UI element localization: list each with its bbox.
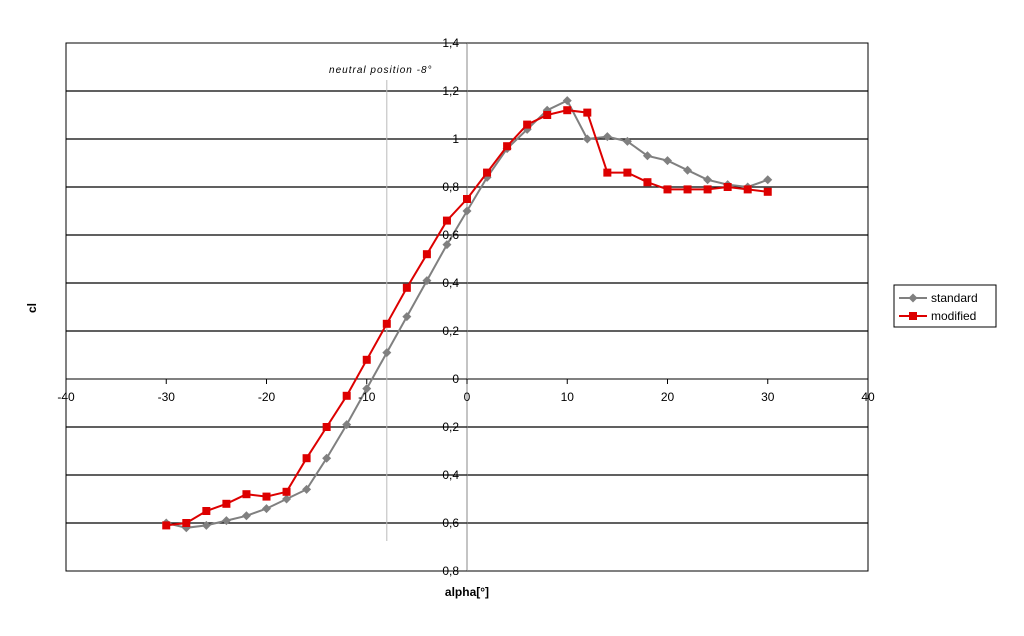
y-tick-label-10: 0,6 bbox=[442, 516, 459, 530]
tick-labels: -40 -30 -20 -10 0 10 20 30 40 1,4 1,2 1 0,8 0,6 0,4 0,2… bbox=[57, 36, 875, 578]
y-tick-label-0: 1,4 bbox=[442, 36, 459, 50]
point-standard-26 bbox=[683, 165, 693, 175]
point-modified-19 bbox=[543, 111, 552, 119]
point-standard-15 bbox=[462, 206, 472, 216]
point-modified-13 bbox=[422, 250, 431, 259]
point-modified-17 bbox=[503, 142, 512, 151]
legend-marker-standard bbox=[908, 293, 918, 303]
point-modified-24 bbox=[643, 178, 652, 187]
point-standard-21 bbox=[582, 134, 592, 144]
annotations: neutral position -8° bbox=[329, 65, 433, 541]
point-standard-27 bbox=[703, 175, 713, 185]
y-tick-label-11: 0,8 bbox=[442, 564, 459, 578]
x-tick-label-8: 40 bbox=[861, 390, 875, 404]
point-modified-23 bbox=[623, 168, 632, 177]
point-standard-4 bbox=[241, 511, 251, 521]
x-tick-label-2: -20 bbox=[258, 390, 276, 404]
point-modified-3 bbox=[222, 499, 231, 508]
point-standard-24 bbox=[642, 151, 652, 161]
point-standard-25 bbox=[663, 156, 672, 166]
point-modified-30 bbox=[763, 187, 772, 196]
point-modified-18 bbox=[523, 120, 532, 129]
point-modified-6 bbox=[282, 487, 291, 496]
point-modified-15 bbox=[463, 195, 471, 203]
point-standard-14 bbox=[442, 240, 452, 250]
point-modified-26 bbox=[683, 185, 692, 194]
point-modified-20 bbox=[563, 106, 572, 115]
legend-label-modified: modified bbox=[931, 309, 976, 323]
series-layer bbox=[161, 96, 773, 533]
point-standard-5 bbox=[262, 504, 271, 514]
point-standard-23 bbox=[622, 136, 632, 146]
point-standard-13 bbox=[422, 276, 432, 286]
x-tick-label-6: 20 bbox=[661, 390, 675, 404]
point-modified-11 bbox=[382, 319, 391, 328]
y-tick-label-9: 0,4 bbox=[442, 468, 459, 482]
y-tick-label-3: 0,8 bbox=[442, 180, 459, 194]
series-modified bbox=[162, 106, 772, 530]
point-modified-25 bbox=[663, 185, 672, 194]
point-modified-28 bbox=[723, 183, 732, 191]
x-tick-label-3: -10 bbox=[358, 390, 376, 404]
point-modified-4 bbox=[242, 490, 251, 499]
point-modified-16 bbox=[483, 168, 492, 177]
x-axis-title: alpha[°] bbox=[445, 585, 489, 599]
point-standard-12 bbox=[402, 312, 412, 322]
point-modified-22 bbox=[603, 168, 612, 177]
point-modified-29 bbox=[743, 185, 752, 194]
legend-label-standard: standard bbox=[931, 291, 978, 305]
point-standard-3 bbox=[221, 516, 231, 526]
y-tick-label-5: 0,4 bbox=[442, 276, 459, 290]
point-standard-8 bbox=[322, 453, 332, 463]
point-modified-5 bbox=[262, 492, 271, 501]
point-standard-6 bbox=[282, 494, 292, 504]
point-modified-2 bbox=[202, 507, 211, 515]
x-tick-label-1: -30 bbox=[158, 390, 176, 404]
point-standard-2 bbox=[201, 520, 211, 530]
y-axis-title: cl bbox=[25, 303, 39, 313]
legend: standard modified bbox=[893, 284, 997, 328]
x-tick-label-4: 0 bbox=[464, 390, 471, 404]
point-modified-0 bbox=[162, 521, 171, 530]
point-standard-9 bbox=[342, 420, 352, 430]
neutral-position-label: neutral position -8° bbox=[329, 65, 433, 76]
point-standard-22 bbox=[602, 132, 612, 142]
point-standard-30 bbox=[763, 175, 773, 185]
y-tick-label-8: 0,2 bbox=[442, 420, 459, 434]
axes bbox=[65, 42, 869, 572]
y-tick-label-2: 1 bbox=[452, 132, 459, 146]
point-modified-9 bbox=[342, 391, 351, 400]
point-modified-1 bbox=[182, 519, 191, 527]
y-tick-label-1: 1,2 bbox=[442, 84, 459, 98]
point-standard-20 bbox=[562, 96, 572, 106]
point-modified-12 bbox=[402, 283, 411, 292]
x-tick-label-7: 30 bbox=[761, 390, 775, 404]
point-standard-7 bbox=[302, 484, 312, 494]
point-standard-10 bbox=[362, 384, 372, 394]
point-standard-11 bbox=[382, 348, 392, 358]
x-tick-label-5: 10 bbox=[561, 390, 575, 404]
point-modified-27 bbox=[703, 185, 712, 194]
point-modified-10 bbox=[362, 355, 371, 364]
point-modified-21 bbox=[583, 108, 592, 117]
y-tick-label-7: 0 bbox=[452, 372, 459, 386]
point-modified-7 bbox=[302, 454, 311, 463]
y-tick-label-4: 0,6 bbox=[442, 228, 459, 242]
point-modified-8 bbox=[322, 423, 331, 431]
legend-marker-modified bbox=[909, 312, 917, 320]
y-tick-label-6: 0,2 bbox=[442, 324, 459, 338]
point-modified-14 bbox=[442, 216, 451, 225]
x-tick-label-0: -40 bbox=[57, 390, 75, 404]
